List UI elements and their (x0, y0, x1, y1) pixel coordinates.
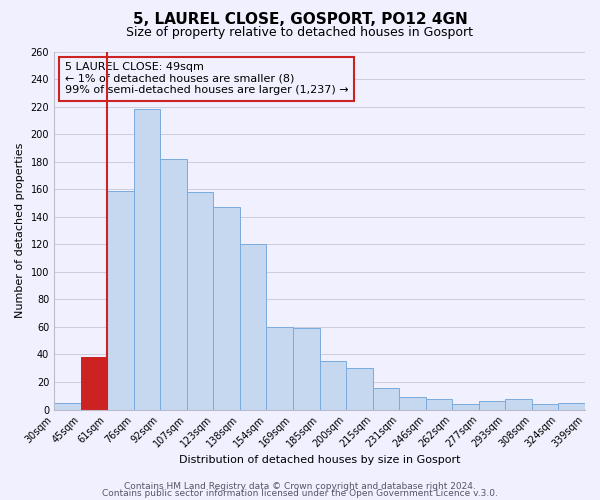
Bar (107, 190, 134, 410)
Bar (452, 404, 479, 409)
Bar (373, 388, 399, 409)
Bar (266, 327, 293, 409)
Bar (505, 398, 532, 409)
Bar (214, 207, 240, 410)
Bar (532, 404, 559, 409)
Bar (187, 192, 214, 410)
Text: 5 LAUREL CLOSE: 49sqm
← 1% of detached houses are smaller (8)
99% of semi-detach: 5 LAUREL CLOSE: 49sqm ← 1% of detached h… (65, 62, 348, 96)
Bar (426, 398, 452, 409)
Text: Contains public sector information licensed under the Open Government Licence v.: Contains public sector information licen… (102, 489, 498, 498)
Bar (479, 402, 505, 409)
Bar (134, 110, 160, 410)
Bar (399, 397, 426, 409)
Bar (320, 362, 346, 410)
Bar (346, 368, 373, 410)
Text: Size of property relative to detached houses in Gosport: Size of property relative to detached ho… (127, 26, 473, 39)
Y-axis label: Number of detached properties: Number of detached properties (15, 143, 25, 318)
X-axis label: Distribution of detached houses by size in Gosport: Distribution of detached houses by size … (179, 455, 460, 465)
Bar (80, 357, 107, 410)
Bar (54, 402, 80, 409)
Bar (160, 159, 187, 409)
Bar (559, 402, 585, 409)
Text: Contains HM Land Registry data © Crown copyright and database right 2024.: Contains HM Land Registry data © Crown c… (124, 482, 476, 491)
Bar (293, 328, 320, 409)
Bar (240, 244, 266, 410)
Text: 5, LAUREL CLOSE, GOSPORT, PO12 4GN: 5, LAUREL CLOSE, GOSPORT, PO12 4GN (133, 12, 467, 28)
